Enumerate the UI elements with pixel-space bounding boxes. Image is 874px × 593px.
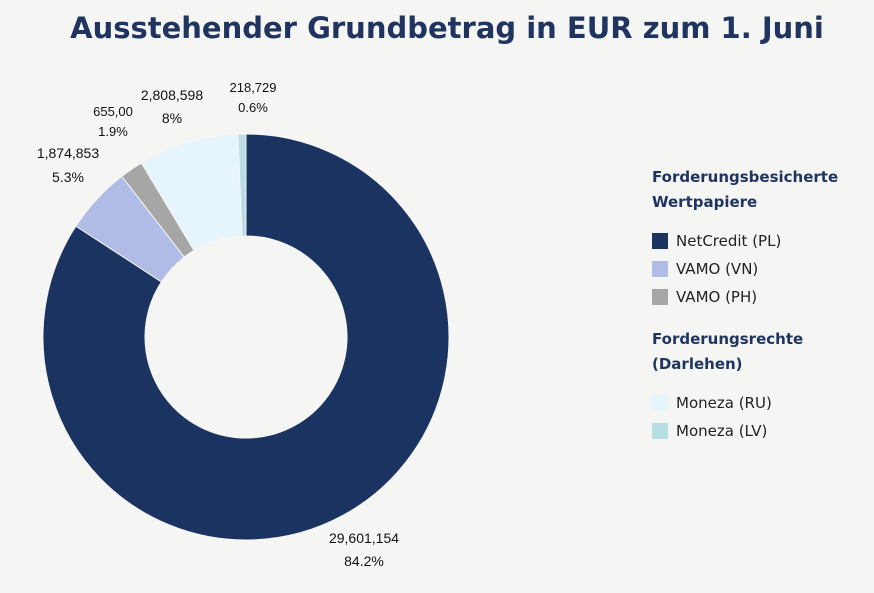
- value-label: 1,874,853: [37, 145, 99, 161]
- legend-group-title: Forderungsrechte (Darlehen): [652, 330, 804, 373]
- percent-label: 0.6%: [238, 100, 268, 115]
- legend-label: Moneza (LV): [676, 422, 768, 440]
- legend-label: NetCredit (PL): [676, 232, 782, 250]
- value-label: 655,00: [93, 104, 133, 119]
- percent-label: 84.2%: [344, 553, 384, 569]
- legend-item: Moneza (RU): [652, 389, 862, 417]
- legend-label: Moneza (RU): [676, 394, 772, 412]
- value-label: 2,808,598: [141, 87, 203, 103]
- legend-swatch: [652, 423, 668, 439]
- legend-item: NetCredit (PL): [652, 227, 862, 255]
- legend-swatch: [652, 395, 668, 411]
- legend-label: VAMO (VN): [676, 260, 759, 278]
- legend-label: VAMO (PH): [676, 288, 758, 306]
- legend-swatch: [652, 261, 668, 277]
- value-label: 218,729: [230, 80, 277, 95]
- legend: Forderungsbesicherte Wertpapiere NetCredi…: [652, 165, 862, 461]
- legend-swatch: [652, 289, 668, 305]
- legend-item: VAMO (PH): [652, 283, 862, 311]
- legend-item: Moneza (LV): [652, 417, 862, 445]
- percent-label: 1.9%: [98, 124, 128, 139]
- legend-group-title: Forderungsbesicherte Wertpapiere: [652, 168, 839, 211]
- legend-item: VAMO (VN): [652, 255, 862, 283]
- donut-slice: [237, 133, 247, 237]
- chart-title: Ausstehender Grundbetrag in EUR zum 1. J…: [70, 11, 824, 45]
- percent-label: 5.3%: [52, 169, 84, 185]
- legend-group: Forderungsbesicherte Wertpapiere NetCredi…: [652, 165, 862, 311]
- value-label: 29,601,154: [329, 530, 399, 546]
- donut-slice: [42, 133, 450, 541]
- legend-group: Forderungsrechte (Darlehen) Moneza (RU) Mo…: [652, 327, 862, 445]
- legend-swatch: [652, 233, 668, 249]
- percent-label: 8%: [162, 110, 182, 126]
